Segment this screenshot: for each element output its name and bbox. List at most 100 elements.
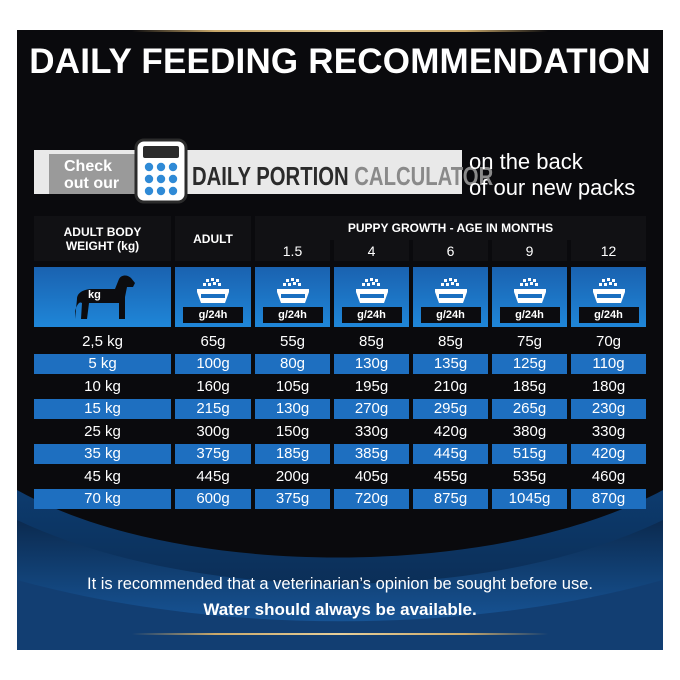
portion-cell: 295g [413,398,488,419]
portion-cell: 200g [275,467,310,485]
food-bowl-icon-cell: g/24h [255,267,330,327]
portion-cell: 445g [196,467,230,485]
portion-cell: 85g [437,332,464,350]
check-line-2: out our [64,175,120,192]
back-of-pack-text: on the back of our new packs [469,149,635,201]
portion-cell: 380g [512,422,547,440]
portion-cell: 180g [591,377,626,395]
veterinarian-note: It is recommended that a veterinarian’s … [86,575,593,593]
calculator-banner: Check out our [34,150,462,194]
portion-cell: 875g [413,488,488,509]
portion-label-box: g/24h [420,307,481,323]
calculator-icon [134,138,188,204]
portion-cell: 515g [492,443,567,464]
dog-icon [74,275,135,319]
food-bowl-icon [355,278,388,303]
daily-portion-calculator-label: DAILY PORTION CALCULATOR [192,161,493,192]
page-title: DAILY FEEDING RECOMMENDATION [29,42,651,81]
weight-cell: 70 kg [34,488,171,509]
portion-label: g/24h [278,309,307,321]
food-bowl-icon [513,278,546,303]
header-month: 12 [571,240,646,261]
portion-cell: 125g [492,353,567,374]
weight-cell: 25 kg [84,422,121,440]
calc-label-part1: DAILY PORTION [192,161,349,191]
portion-cell: 535g [512,467,547,485]
header-body-weight: ADULT BODY WEIGHT (kg) [34,216,171,261]
portion-cell: 100g [175,353,251,374]
portion-cell: 455g [433,467,468,485]
portion-cell: 420g [433,422,468,440]
dog-kg-label: kg [88,289,101,301]
portion-cell: 460g [591,467,626,485]
bottom-gold-line [132,633,548,635]
food-bowl-icon-cell: g/24h [492,267,567,327]
portion-cell: 55g [279,332,306,350]
food-bowl-icon [592,278,625,303]
portion-label: g/24h [594,309,623,321]
portion-cell: 130g [334,353,409,374]
header-puppy-growth: PUPPY GROWTH - AGE IN MONTHS [255,216,646,240]
food-bowl-icon-cell: g/24h [334,267,409,327]
header-body-weight-line1: ADULT BODY [63,224,142,239]
portion-cell: 80g [255,353,330,374]
back-line-1: on the back [469,149,583,174]
portion-cell: 870g [571,488,646,509]
portion-label: g/24h [436,309,465,321]
food-bowl-icon [434,278,467,303]
calc-label-part2: CALCULATOR [354,161,494,191]
portion-cell: 265g [492,398,567,419]
feeding-panel: DAILY FEEDING RECOMMENDATION Check out o… [17,30,663,650]
portion-cell: 105g [275,377,310,395]
weight-cell: 5 kg [34,353,171,374]
food-bowl-icon [197,278,229,303]
food-bowl-icon-cell: g/24h [175,267,251,327]
portion-cell: 65g [200,332,226,350]
portion-cell: 185g [255,443,330,464]
header-adult: ADULT [175,216,251,261]
header-month: 6 [413,240,488,261]
portion-cell: 385g [334,443,409,464]
portion-cell: 135g [413,353,488,374]
portion-cell: 70g [595,332,622,350]
portion-cell: 420g [571,443,646,464]
top-gold-line [132,30,548,32]
portion-label: g/24h [198,309,228,321]
portion-cell: 130g [255,398,330,419]
check-line-1: Check [64,158,113,175]
header-body-weight-line2: WEIGHT (kg) [65,238,140,253]
portion-label-box: g/24h [578,307,639,323]
portion-cell: 210g [433,377,468,395]
portion-label-box: g/24h [341,307,402,323]
portion-cell: 720g [334,488,409,509]
portion-cell: 300g [196,422,230,440]
portion-cell: 230g [571,398,646,419]
background-wave [17,490,663,650]
portion-label-box: g/24h [262,307,323,323]
portion-cell: 270g [334,398,409,419]
check-out-arrow: Check out our [49,154,149,194]
portion-cell: 185g [512,377,547,395]
dog-icon-cell: kg [34,267,171,327]
weight-cell: 35 kg [34,443,171,464]
portion-cell: 75g [516,332,543,350]
portion-cell: 215g [175,398,251,419]
portion-cell: 85g [358,332,385,350]
food-bowl-icon-cell: g/24h [571,267,646,327]
portion-label: g/24h [357,309,386,321]
food-bowl-icon [276,278,309,303]
portion-cell: 405g [354,467,389,485]
header-month: 1.5 [255,240,330,261]
portion-cell: 195g [354,377,389,395]
weight-cell: 2,5 kg [82,332,123,350]
portion-cell: 600g [175,488,251,509]
back-line-2: of our new packs [469,175,636,200]
portion-cell: 375g [255,488,330,509]
portion-cell: 150g [275,422,310,440]
header-month: 4 [334,240,409,261]
portion-cell: 330g [591,422,626,440]
weight-cell: 10 kg [84,377,121,395]
portion-cell: 375g [175,443,251,464]
header-month: 9 [492,240,567,261]
food-bowl-icon-cell: g/24h [413,267,488,327]
